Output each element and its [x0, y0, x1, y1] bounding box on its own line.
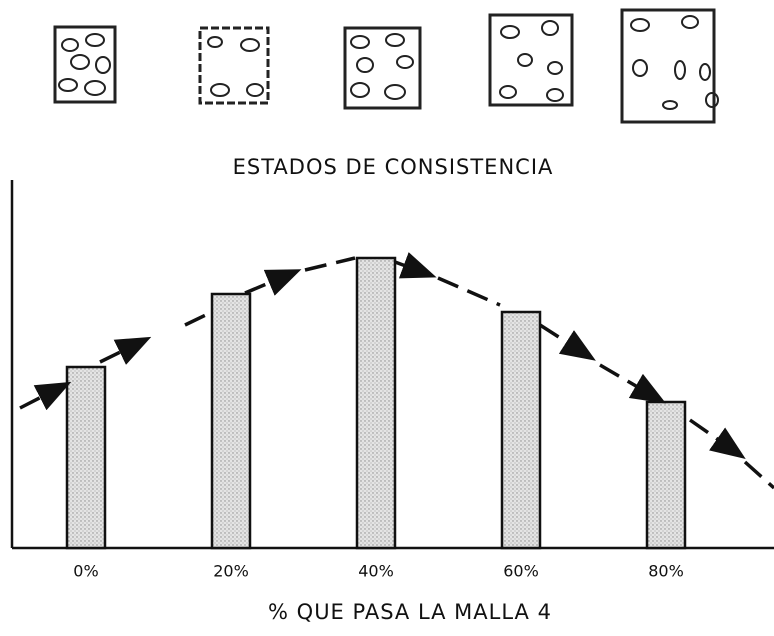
x-axis-label: % QUE PASA LA MALLA 4: [268, 600, 552, 624]
bar: [355, 256, 397, 550]
x-tick-label: 40%: [358, 562, 394, 581]
x-tick-label: 0%: [73, 562, 98, 581]
chart-title: ESTADOS DE CONSISTENCIA: [233, 155, 554, 179]
bar: [65, 365, 107, 550]
x-tick-label: 20%: [213, 562, 249, 581]
x-tick-label: 80%: [648, 562, 684, 581]
consistency-samples: [53, 8, 719, 124]
x-tick-label: 60%: [503, 562, 539, 581]
trend-arrows: [19, 252, 774, 490]
bar: [500, 310, 542, 550]
bar: [645, 400, 687, 550]
bar: [210, 292, 252, 550]
